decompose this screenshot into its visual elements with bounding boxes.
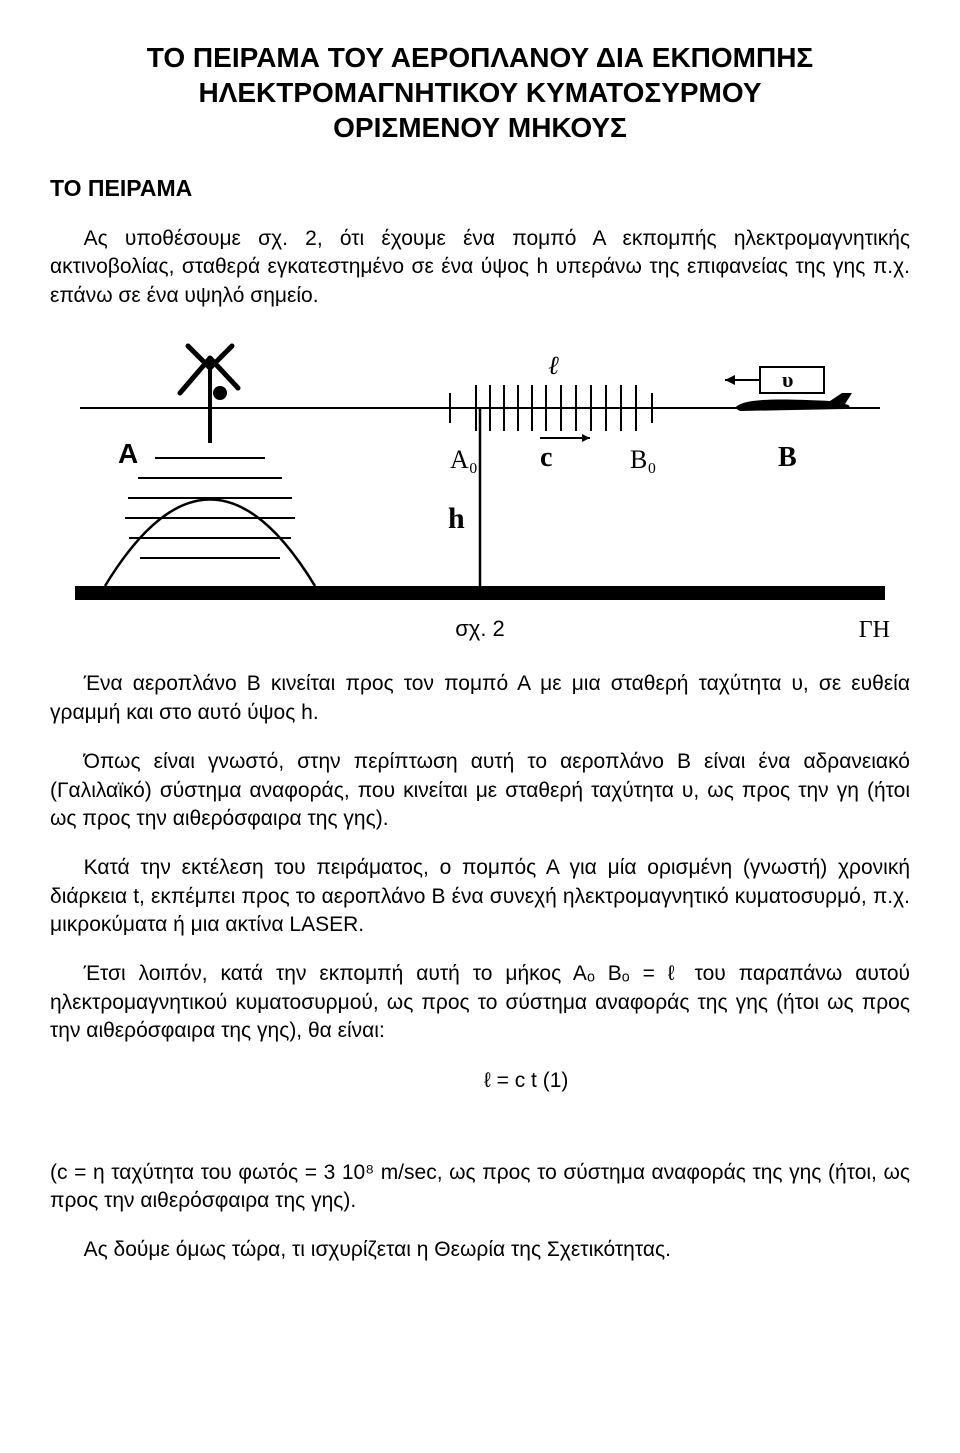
paragraph-3: Όπως είναι γνωστό, στην περίπτωση αυτή τ… — [50, 748, 910, 833]
paragraph-7: Ας δούμε όμως τώρα, τι ισχυρίζεται η Θεω… — [50, 1236, 910, 1264]
paragraph-6: (c = η ταχύτητα του φωτός = 3 10⁸ m/sec,… — [50, 1159, 910, 1216]
svg-text:c: c — [540, 442, 552, 473]
physics-diagram: Α A₀ c B₀ B ℓ υ h — [70, 338, 890, 608]
paragraph-1: Ας υποθέσουμε σχ. 2, ότι έχουμε ένα πομπ… — [50, 225, 910, 310]
figure-caption: σχ. 2 — [70, 614, 750, 646]
figure-2: Α A₀ c B₀ B ℓ υ h — [70, 338, 890, 608]
airplane-icon — [735, 393, 852, 411]
title-line-2: ΗΛΕΚΤΡΟΜΑΓΝΗΤΙΚΟΥ ΚΥΜΑΤΟΣΥΡΜΟΥ — [198, 77, 761, 108]
figure-caption-row: σχ. 2 ΓΗ — [70, 614, 890, 646]
svg-text:B₀: B₀ — [630, 445, 656, 474]
paragraph-4: Κατά την εκτέλεση του πειράματος, ο πομπ… — [50, 854, 910, 939]
section-subheading: ΤΟ ΠΕΙΡΑΜΑ — [50, 173, 910, 204]
svg-text:B: B — [778, 442, 797, 473]
document-title: ΤΟ ΠΕΙΡΑΜΑ ΤΟΥ ΑΕΡΟΠΛΑΝΟΥ ΔΙΑ ΕΚΠΟΜΠΗΣ Η… — [50, 40, 910, 145]
svg-text:ℓ: ℓ — [548, 351, 559, 380]
paragraph-5: Έτσι λοιπόν, κατά την εκπομπή αυτή το μή… — [50, 960, 910, 1045]
svg-text:Α: Α — [118, 438, 138, 469]
svg-text:A₀: A₀ — [450, 445, 478, 474]
title-line-1: ΤΟ ΠΕΙΡΑΜΑ ΤΟΥ ΑΕΡΟΠΛΑΝΟΥ ΔΙΑ ΕΚΠΟΜΠΗΣ — [147, 42, 813, 73]
paragraph-2: Ένα αεροπλάνο Β κινείται προς τον πομπό … — [50, 670, 910, 727]
equation-1: ℓ = c t (1) — [190, 1067, 910, 1095]
svg-text:h: h — [448, 502, 465, 535]
title-line-3: ΟΡΙΣΜΕΝΟΥ ΜΗΚΟΥΣ — [333, 112, 627, 143]
earth-label: ΓΗ — [750, 614, 890, 646]
svg-text:υ: υ — [782, 367, 793, 392]
transmitter-icon — [180, 346, 238, 443]
